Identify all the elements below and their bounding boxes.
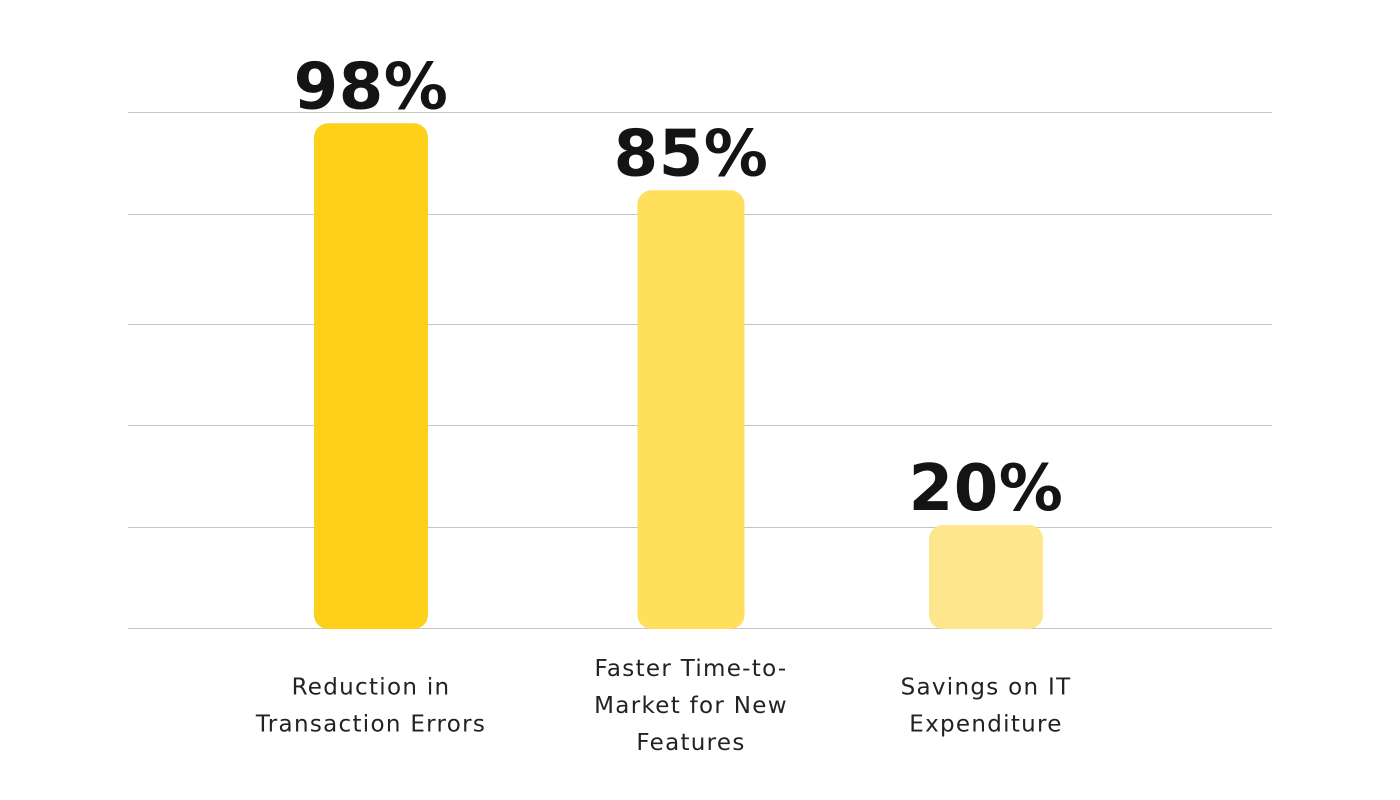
- value-label-3: 20%: [909, 452, 1064, 526]
- category-labels: Reduction in Transaction Errors Faster Tim…: [255, 656, 1072, 756]
- bar-2: [637, 190, 745, 629]
- bar-3: [929, 525, 1043, 629]
- category-label-2: Faster Time-to- Market for New Features: [594, 656, 788, 756]
- category-label-line: Savings on IT: [901, 675, 1072, 701]
- category-label-1: Reduction in Transaction Errors: [255, 675, 486, 738]
- category-label-3: Savings on IT Expenditure: [901, 675, 1072, 738]
- category-label-line: Faster Time-to-: [594, 656, 787, 682]
- category-label-line: Features: [636, 730, 745, 756]
- value-label-1: 98%: [294, 50, 449, 124]
- category-label-line: Transaction Errors: [255, 712, 486, 738]
- category-label-line: Market for New: [594, 693, 788, 719]
- category-label-line: Expenditure: [909, 712, 1062, 738]
- value-label-2: 85%: [614, 117, 769, 191]
- category-label-line: Reduction in: [292, 675, 451, 701]
- bar-1: [314, 123, 428, 630]
- bars: [314, 123, 1043, 630]
- value-labels: 98% 85% 20%: [294, 50, 1064, 526]
